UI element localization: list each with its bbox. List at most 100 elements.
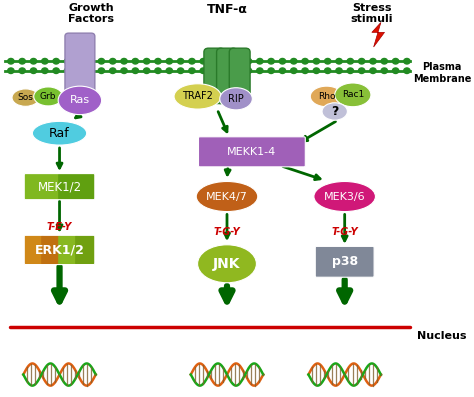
FancyBboxPatch shape xyxy=(315,247,374,277)
Text: MEK1/2: MEK1/2 xyxy=(37,180,82,193)
Circle shape xyxy=(121,68,127,73)
Circle shape xyxy=(256,68,263,73)
Circle shape xyxy=(166,58,173,64)
Circle shape xyxy=(177,58,184,64)
Circle shape xyxy=(234,68,240,73)
Polygon shape xyxy=(372,23,384,47)
FancyBboxPatch shape xyxy=(58,173,95,200)
Text: Ras: Ras xyxy=(70,95,90,105)
Text: Rho: Rho xyxy=(318,92,335,101)
Circle shape xyxy=(336,58,342,64)
Circle shape xyxy=(246,68,252,73)
Circle shape xyxy=(8,68,14,73)
Circle shape xyxy=(42,68,48,73)
Circle shape xyxy=(121,58,127,64)
Circle shape xyxy=(313,68,319,73)
Circle shape xyxy=(291,58,297,64)
Circle shape xyxy=(189,58,195,64)
FancyBboxPatch shape xyxy=(24,173,61,200)
Circle shape xyxy=(200,58,206,64)
Circle shape xyxy=(336,68,342,73)
Circle shape xyxy=(144,68,150,73)
Circle shape xyxy=(392,58,399,64)
Circle shape xyxy=(291,68,297,73)
Circle shape xyxy=(19,68,26,73)
Circle shape xyxy=(30,58,36,64)
Text: Nucleus: Nucleus xyxy=(417,331,467,341)
Text: Growth
Factors: Growth Factors xyxy=(68,3,114,24)
Ellipse shape xyxy=(335,83,371,107)
Circle shape xyxy=(325,68,331,73)
Circle shape xyxy=(279,58,286,64)
FancyBboxPatch shape xyxy=(204,48,225,104)
Circle shape xyxy=(325,58,331,64)
Text: Raf: Raf xyxy=(49,127,70,140)
Text: TRAF2: TRAF2 xyxy=(182,91,213,101)
Circle shape xyxy=(64,58,71,64)
Circle shape xyxy=(109,58,116,64)
FancyBboxPatch shape xyxy=(217,48,237,104)
Circle shape xyxy=(53,68,59,73)
Circle shape xyxy=(211,58,218,64)
Text: RIP: RIP xyxy=(228,94,244,104)
Ellipse shape xyxy=(174,84,221,109)
Circle shape xyxy=(302,68,308,73)
Circle shape xyxy=(302,58,308,64)
Ellipse shape xyxy=(198,245,256,283)
Text: p38: p38 xyxy=(332,255,358,268)
Text: Plasma
Membrane: Plasma Membrane xyxy=(413,62,471,84)
Circle shape xyxy=(381,68,387,73)
Circle shape xyxy=(268,58,274,64)
Circle shape xyxy=(75,68,82,73)
Ellipse shape xyxy=(32,121,87,145)
FancyBboxPatch shape xyxy=(199,137,305,167)
Circle shape xyxy=(98,58,105,64)
Circle shape xyxy=(234,58,240,64)
Circle shape xyxy=(370,68,376,73)
Circle shape xyxy=(381,58,387,64)
FancyBboxPatch shape xyxy=(65,33,95,95)
Circle shape xyxy=(177,68,184,73)
Circle shape xyxy=(347,68,354,73)
Circle shape xyxy=(132,68,138,73)
Text: Rac1: Rac1 xyxy=(342,91,364,99)
Text: JNK: JNK xyxy=(213,257,241,271)
FancyBboxPatch shape xyxy=(24,235,44,264)
Circle shape xyxy=(30,68,36,73)
Circle shape xyxy=(358,58,365,64)
Text: MEKK1-4: MEKK1-4 xyxy=(227,147,276,157)
Text: ERK1/2: ERK1/2 xyxy=(35,243,84,256)
Circle shape xyxy=(200,68,206,73)
FancyBboxPatch shape xyxy=(58,235,78,264)
Circle shape xyxy=(8,58,14,64)
Circle shape xyxy=(155,58,161,64)
Circle shape xyxy=(211,68,218,73)
Circle shape xyxy=(109,68,116,73)
Circle shape xyxy=(75,58,82,64)
Text: ?: ? xyxy=(331,105,338,118)
Circle shape xyxy=(246,58,252,64)
Text: TNF-α: TNF-α xyxy=(207,3,247,15)
Ellipse shape xyxy=(310,86,343,107)
Ellipse shape xyxy=(196,181,258,212)
Circle shape xyxy=(155,68,161,73)
FancyBboxPatch shape xyxy=(41,235,61,264)
Circle shape xyxy=(98,68,105,73)
Circle shape xyxy=(64,68,71,73)
Circle shape xyxy=(404,58,410,64)
FancyBboxPatch shape xyxy=(75,235,95,264)
Circle shape xyxy=(313,58,319,64)
Circle shape xyxy=(144,58,150,64)
Circle shape xyxy=(404,68,410,73)
Circle shape xyxy=(166,68,173,73)
Text: T-E-Y: T-E-Y xyxy=(47,222,72,232)
Circle shape xyxy=(223,58,229,64)
Circle shape xyxy=(347,58,354,64)
Circle shape xyxy=(268,68,274,73)
Ellipse shape xyxy=(322,103,347,120)
Circle shape xyxy=(132,58,138,64)
Text: T-G-Y: T-G-Y xyxy=(331,227,358,237)
Ellipse shape xyxy=(314,181,375,212)
Circle shape xyxy=(256,58,263,64)
Circle shape xyxy=(392,68,399,73)
